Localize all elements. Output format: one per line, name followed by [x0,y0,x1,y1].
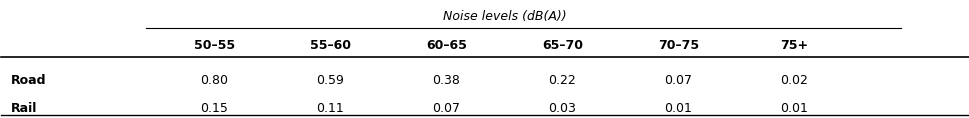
Text: 0.15: 0.15 [200,102,228,115]
Text: 0.22: 0.22 [547,74,576,87]
Text: 50–55: 50–55 [194,39,234,52]
Text: 75+: 75+ [780,39,808,52]
Text: Noise levels (dB(A)): Noise levels (dB(A)) [442,10,566,23]
Text: 60–65: 60–65 [425,39,466,52]
Text: 0.11: 0.11 [316,102,344,115]
Text: 65–70: 65–70 [542,39,582,52]
Text: 0.59: 0.59 [316,74,344,87]
Text: 0.01: 0.01 [780,102,807,115]
Text: 0.02: 0.02 [780,74,807,87]
Text: 0.01: 0.01 [664,102,692,115]
Text: 0.07: 0.07 [664,74,692,87]
Text: 0.03: 0.03 [547,102,576,115]
Text: Rail: Rail [11,102,38,115]
Text: 70–75: 70–75 [657,39,699,52]
Text: 0.07: 0.07 [432,102,460,115]
Text: Road: Road [11,74,47,87]
Text: 0.80: 0.80 [200,74,228,87]
Text: 0.38: 0.38 [432,74,459,87]
Text: 55–60: 55–60 [309,39,351,52]
